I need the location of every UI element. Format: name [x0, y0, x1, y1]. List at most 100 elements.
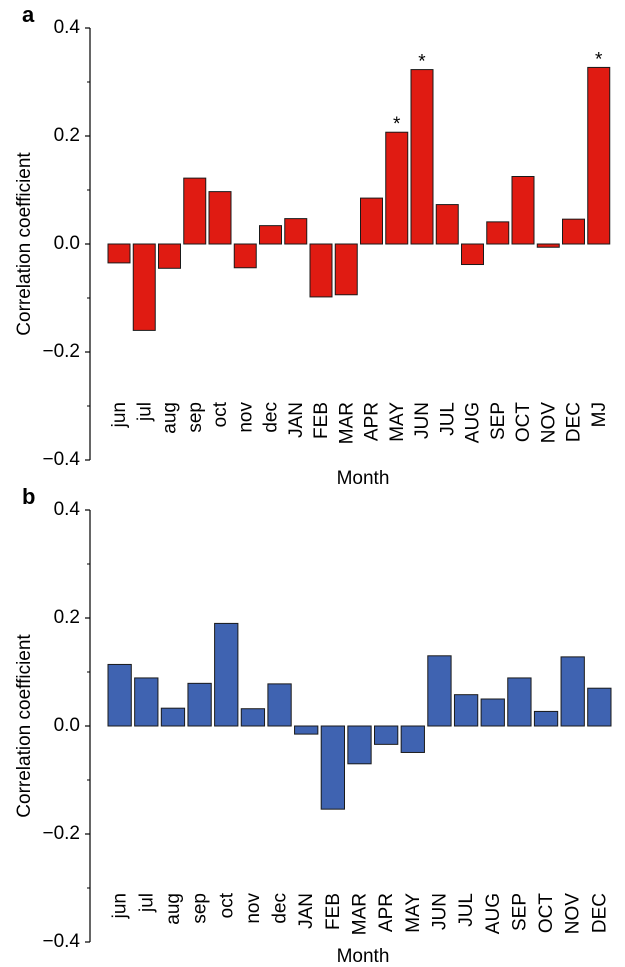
x-tick-label: JUL	[437, 402, 458, 436]
bar	[427, 655, 452, 727]
x-tick-label: FEB	[323, 893, 344, 930]
bar	[158, 243, 181, 269]
bar	[294, 725, 319, 735]
bar	[533, 710, 559, 727]
significance-marker: *	[418, 52, 426, 73]
x-tick-label: AUG	[483, 893, 504, 934]
x-tick-label: sep	[190, 893, 211, 924]
bar	[320, 725, 346, 810]
bar	[486, 221, 510, 245]
x-tick-label: APR	[362, 402, 383, 441]
y-axis-title: Correlation coefficient	[14, 634, 35, 818]
x-tick-label: aug	[163, 893, 184, 925]
bar	[435, 204, 459, 245]
y-tick-label: 0.2	[54, 125, 80, 146]
x-tick-label: jul	[136, 893, 157, 913]
x-tick-label: oct	[216, 892, 237, 918]
bar	[107, 243, 131, 264]
x-tick-label: nov	[243, 893, 264, 924]
bar	[511, 176, 535, 245]
bar	[208, 191, 232, 245]
significance-marker: *	[393, 114, 401, 135]
y-tick-label: −0.2	[42, 341, 80, 362]
bar	[334, 243, 358, 296]
bar	[360, 197, 383, 245]
x-tick-label: JUN	[429, 893, 450, 930]
x-tick-label: APR	[376, 893, 397, 932]
x-tick-label: SEP	[509, 893, 530, 931]
x-tick-label: NOV	[563, 893, 584, 935]
bar	[587, 66, 611, 245]
x-tick-label: jun	[110, 893, 131, 919]
y-tick-label: 0.0	[54, 715, 80, 736]
bar	[160, 707, 186, 727]
x-tick-label: OCT	[513, 402, 534, 443]
bar	[536, 243, 560, 248]
bar	[214, 622, 239, 727]
bar	[560, 656, 585, 727]
x-tick-label: MAY	[403, 893, 424, 933]
x-tick-label: MAR	[350, 893, 371, 935]
bar	[107, 663, 132, 727]
x-tick-label: jul	[134, 402, 155, 422]
x-tick-label: NOV	[538, 402, 559, 444]
panel-label: b	[22, 484, 35, 509]
y-tick-label: −0.4	[42, 931, 80, 952]
y-tick-label: 0.2	[54, 607, 80, 628]
chart-panel-a: a 0.4 0.2 0.0 −0.2 −0.4 Correlation coefficien…	[14, 2, 611, 489]
y-tick-label: −0.4	[42, 449, 80, 470]
bar	[410, 69, 434, 245]
y-tick-label: 0.4	[54, 499, 81, 520]
x-tick-label: MAY	[387, 402, 408, 442]
bar	[400, 725, 425, 753]
bar	[507, 677, 532, 727]
bar	[240, 708, 266, 727]
y-tick-label: −0.2	[42, 823, 80, 844]
x-tick-label: JUN	[412, 402, 433, 439]
bar	[587, 687, 612, 727]
bar	[453, 694, 479, 727]
bar	[187, 682, 212, 727]
bar	[134, 677, 159, 727]
x-tick-label: DEC	[589, 893, 610, 933]
y-tick-label: 0.0	[54, 233, 80, 254]
chart-panel-b: b 0.4 0.2 0.0 −0.2 −0.4 Correlation coefficien…	[14, 484, 612, 967]
x-tick-label: SEP	[488, 402, 509, 440]
x-tick-label: FEB	[311, 402, 332, 439]
x-tick-label: dec	[270, 893, 291, 924]
bar	[259, 225, 282, 245]
x-tick-label: aug	[160, 402, 181, 434]
bar	[183, 177, 207, 245]
bar	[233, 243, 257, 269]
bar	[461, 243, 484, 266]
x-tick-label: dec	[261, 402, 282, 433]
x-tick-label: nov	[235, 402, 256, 433]
x-tick-label: MAR	[336, 402, 357, 444]
y-axis-title: Correlation coefficient	[14, 152, 35, 336]
panel-label: a	[22, 2, 35, 27]
bar	[562, 218, 585, 245]
bar	[480, 698, 505, 727]
x-tick-label: OCT	[536, 893, 557, 934]
significance-marker: *	[595, 49, 603, 70]
bar	[385, 131, 409, 245]
x-tick-label: jun	[109, 402, 130, 428]
x-tick-label: DEC	[564, 402, 585, 442]
bar	[132, 243, 156, 331]
x-tick-label: AUG	[463, 402, 484, 443]
x-axis-title: Month	[337, 946, 390, 967]
bar	[374, 725, 399, 745]
y-tick-label: 0.4	[54, 17, 81, 38]
x-tick-label: oct	[210, 401, 231, 427]
x-tick-label: sep	[185, 402, 206, 433]
x-tick-label: JUL	[456, 893, 477, 927]
bar	[284, 218, 308, 245]
x-tick-label: MJ	[589, 402, 610, 427]
bar	[267, 683, 292, 727]
bar	[309, 243, 333, 298]
x-axis-title: Month	[337, 468, 390, 489]
bar	[347, 725, 372, 765]
x-tick-label: JAN	[286, 402, 307, 438]
x-tick-label: JAN	[296, 893, 317, 929]
